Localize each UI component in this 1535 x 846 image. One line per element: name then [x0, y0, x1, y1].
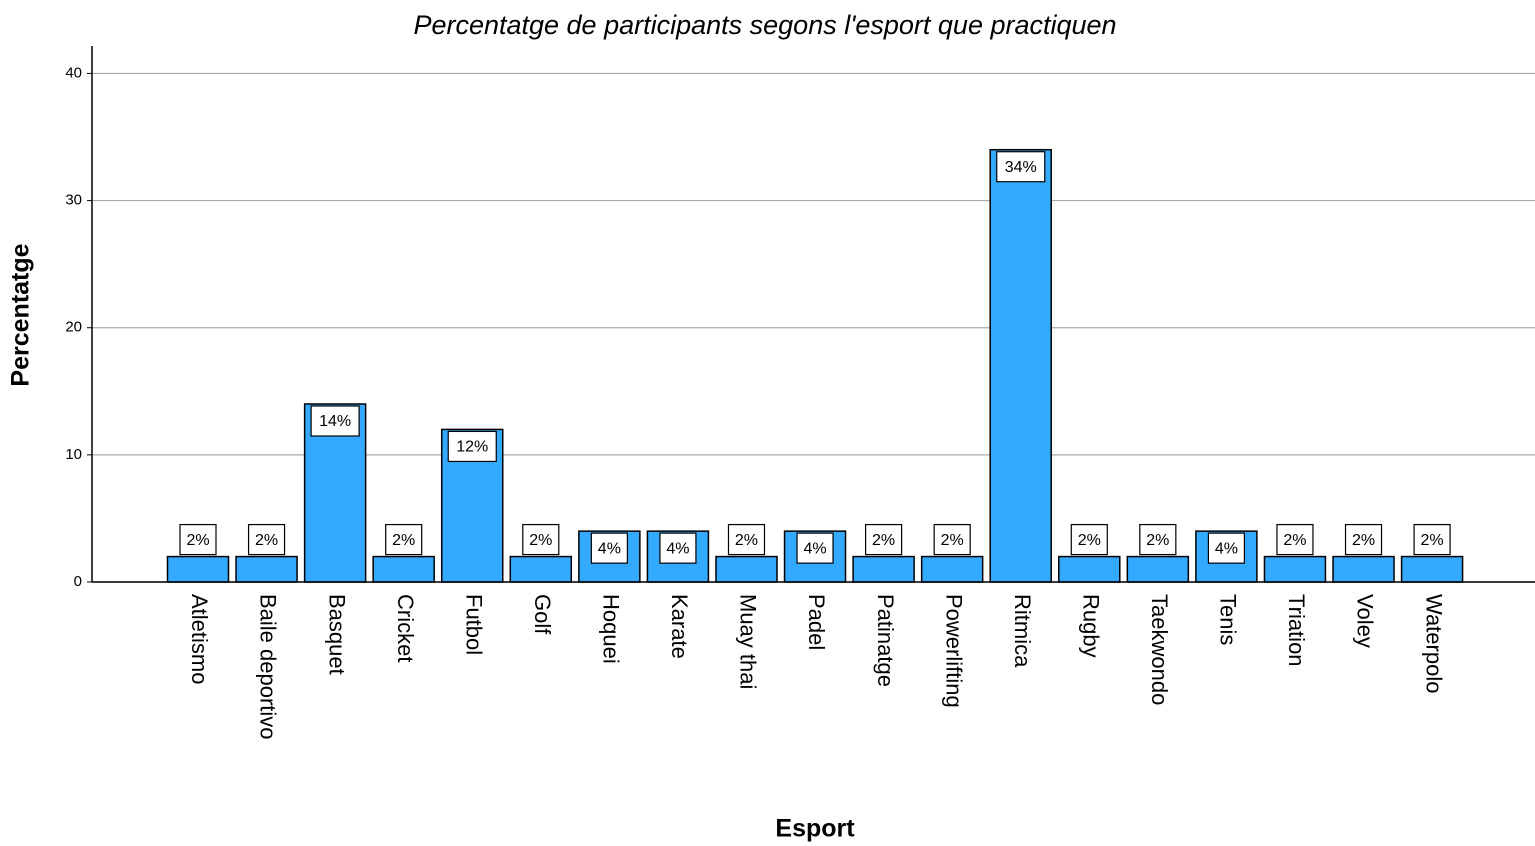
value-label: 2% — [529, 532, 552, 549]
bar — [920, 555, 984, 583]
x-tick-label: Padel — [804, 594, 829, 650]
bar — [1400, 555, 1464, 583]
bar — [372, 555, 435, 583]
bar — [1332, 555, 1395, 583]
value-label: 12% — [456, 439, 488, 456]
value-label-box — [933, 523, 971, 556]
value-label-box — [1207, 532, 1246, 564]
bar — [715, 555, 778, 583]
value-label-box — [590, 532, 628, 564]
x-tick-label: Voley — [1353, 594, 1378, 648]
value-label-box — [1070, 523, 1108, 556]
value-label: 2% — [1078, 532, 1101, 549]
x-tick-label: Karate — [667, 594, 692, 659]
value-label: 14% — [319, 413, 351, 430]
x-tick-label: Patinatge — [873, 594, 898, 687]
y-tick-label: 40 — [65, 64, 82, 81]
value-label: 2% — [941, 532, 964, 549]
value-label: 34% — [1005, 159, 1037, 176]
x-tick-label: Atletismo — [187, 594, 212, 684]
x-tick-label: Rugby — [1078, 594, 1103, 658]
value-label-box — [1413, 523, 1451, 556]
value-label-box — [447, 430, 497, 463]
y-tick-label: 30 — [65, 192, 82, 209]
value-label-box — [310, 405, 360, 437]
bar — [1126, 555, 1190, 583]
value-label: 2% — [186, 532, 209, 549]
x-tick-label: Powerlifting — [941, 594, 966, 708]
value-label: 2% — [1146, 532, 1169, 549]
value-label: 2% — [1283, 532, 1306, 549]
value-label-box — [727, 523, 766, 556]
value-label: 4% — [1215, 540, 1238, 557]
x-tick-label: Triation — [1284, 594, 1309, 667]
value-label-box — [659, 532, 697, 564]
value-label-box — [247, 523, 286, 556]
chart-title: Percentatge de participants segons l'esp… — [413, 10, 1116, 40]
y-axis-label: Percentatge — [7, 243, 35, 386]
value-label-box — [996, 151, 1046, 183]
bar — [852, 555, 915, 583]
x-tick-label: Baile deportivo — [256, 594, 281, 740]
x-tick-label: Golf — [530, 594, 555, 635]
x-tick-label: Cricket — [393, 594, 418, 662]
y-tick-label: 20 — [65, 319, 82, 336]
x-tick-label: Ritmica — [1010, 594, 1035, 668]
value-label: 2% — [735, 532, 758, 549]
value-label-box — [864, 523, 903, 556]
x-tick-label: Basquet — [324, 594, 349, 675]
x-tick-label: Tenis — [1216, 594, 1241, 645]
value-label: 4% — [666, 540, 689, 557]
value-label-box — [179, 523, 217, 556]
value-label-box — [796, 532, 834, 564]
x-axis-label: Esport — [775, 815, 855, 843]
x-tick-label: Hoquei — [599, 594, 624, 664]
value-label-box — [1344, 523, 1383, 556]
value-label: 2% — [1352, 532, 1375, 549]
value-label-box — [1139, 523, 1177, 556]
value-label: 2% — [1421, 532, 1444, 549]
y-tick-label: 10 — [65, 446, 82, 463]
bar — [235, 555, 298, 583]
y-tick-label: 0 — [74, 573, 82, 590]
bar — [509, 555, 573, 583]
value-label: 2% — [255, 532, 278, 549]
value-label-box — [385, 523, 423, 556]
value-label: 2% — [392, 532, 415, 549]
x-tick-label: Futbol — [461, 594, 486, 655]
bar — [989, 148, 1052, 583]
x-tick-label: Taekwondo — [1147, 594, 1172, 705]
value-label-box — [1276, 523, 1314, 556]
x-tick-label: Waterpolo — [1421, 594, 1446, 693]
value-label: 4% — [803, 540, 826, 557]
x-tick-label: Muay thai — [736, 594, 761, 689]
bar — [1058, 555, 1121, 583]
value-label-box — [522, 523, 560, 556]
value-label: 4% — [598, 540, 621, 557]
bar — [1263, 555, 1327, 583]
value-label: 2% — [872, 532, 895, 549]
bar — [166, 555, 230, 583]
